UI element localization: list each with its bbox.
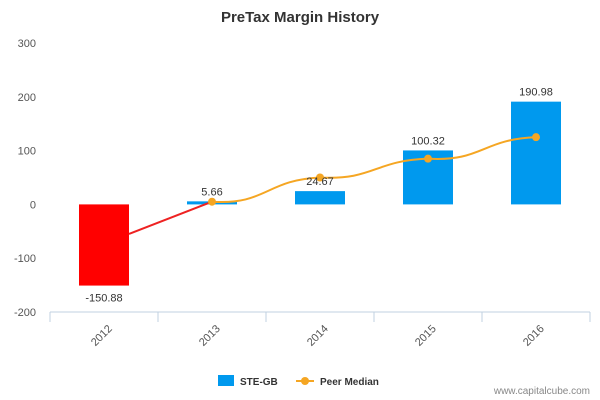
y-tick-label: 0 [30,199,36,211]
bar[interactable] [511,101,561,205]
y-tick-label: -200 [14,307,36,319]
legend[interactable]: STE-GB Peer Median [218,375,379,388]
y-tick-label: 300 [18,38,36,50]
peer-median-point[interactable] [316,173,324,182]
peer-median-point[interactable] [532,133,540,142]
bar[interactable] [79,204,129,286]
y-axis-labels: -200 -100 0 100 200 300 [14,38,36,319]
legend-bar-swatch [218,375,234,386]
x-tick-label: 2015 [413,323,439,349]
chart-title: PreTax Margin History [221,9,380,26]
line-series [128,133,540,235]
legend-label-ste-gb[interactable]: STE-GB [240,377,278,388]
bar-data-label: 24.67 [306,176,334,188]
x-tick-label: 2014 [305,323,331,349]
legend-line-marker [301,377,309,385]
y-tick-label: 100 [18,146,36,158]
credit-text: www.capitalcube.com [493,386,590,397]
bar-data-label: 5.66 [201,186,222,198]
bar-data-label: 190.98 [519,87,553,99]
peer-median-point[interactable] [424,154,432,163]
data-labels: -150.88 5.66 24.67 100.32 190.98 [85,87,552,305]
y-tick-label: -100 [14,253,36,265]
peer-median-point[interactable] [208,197,216,206]
bar[interactable] [295,191,345,205]
x-tick-label: 2016 [521,323,547,349]
peer-median-negative-segment [128,200,213,235]
x-tick-label: 2012 [89,323,115,349]
legend-label-peer-median[interactable]: Peer Median [320,377,379,388]
bar-series [79,101,561,286]
bar-data-label: 100.32 [411,135,445,147]
peer-median-line [211,136,537,204]
x-tick-label: 2013 [197,323,223,349]
y-tick-label: 200 [18,92,36,104]
bar-data-label: -150.88 [85,293,122,305]
x-axis: 2012 2013 2014 2015 2016 [49,311,591,349]
